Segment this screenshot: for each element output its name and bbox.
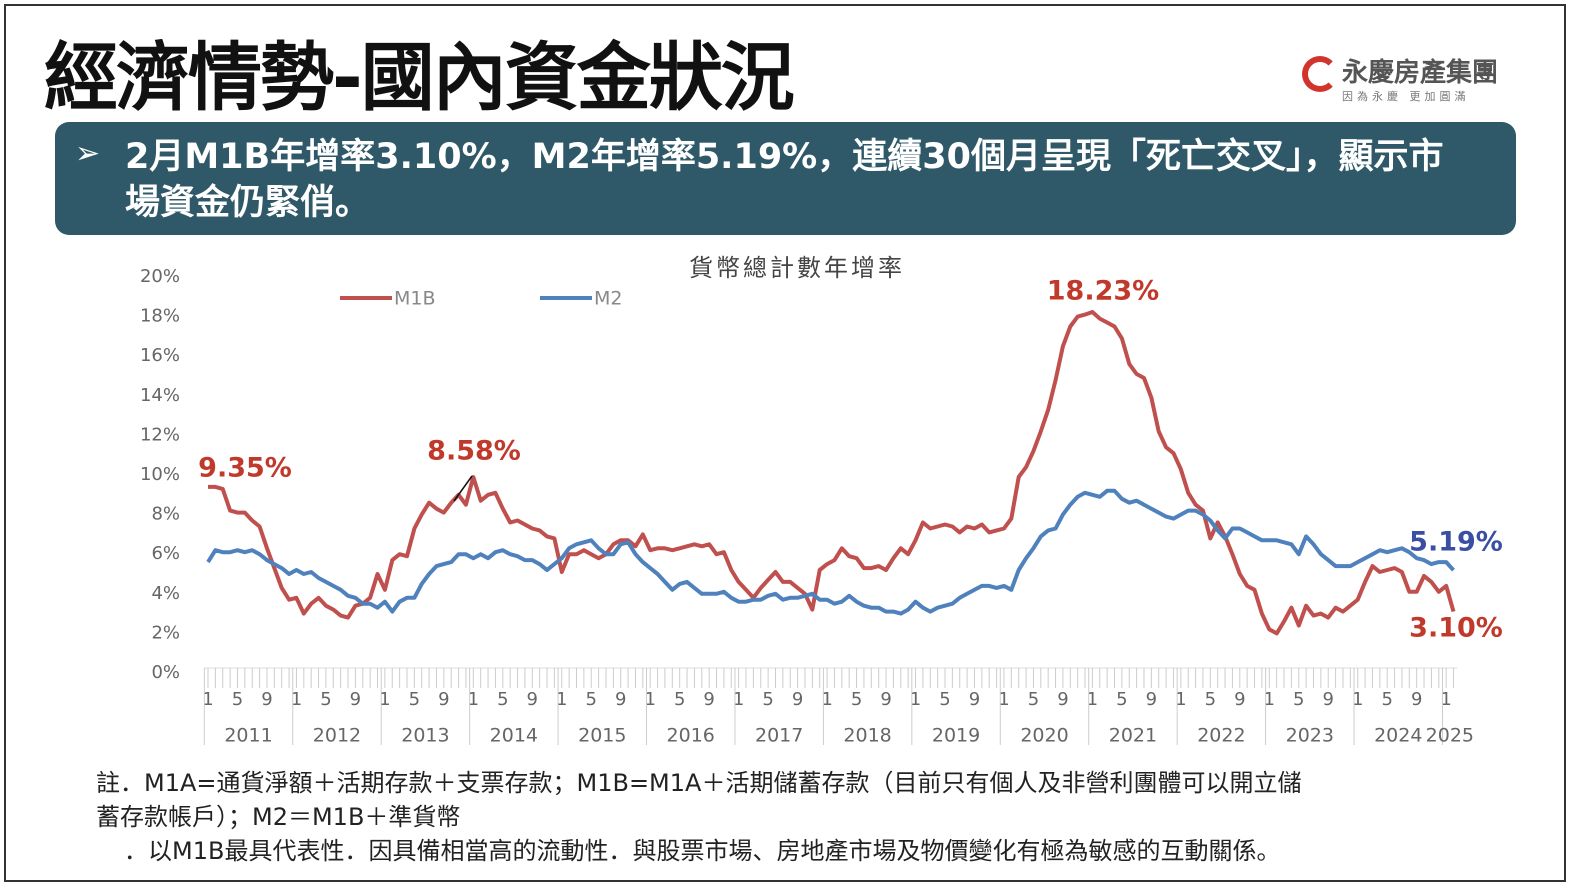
- x-tick-label: 5: [586, 689, 597, 710]
- x-tick-label: 5: [320, 689, 331, 710]
- x-tick-label: 9: [969, 689, 980, 710]
- x-tick-label: 1: [733, 689, 744, 710]
- y-tick-label: 12%: [140, 424, 180, 445]
- slide-frame: [4, 4, 1566, 882]
- x-tick-label: 5: [1205, 689, 1216, 710]
- annotation: 5.19%: [1409, 527, 1503, 558]
- x-tick-label: 5: [1028, 689, 1039, 710]
- note-line: 蓄存款帳戶）；M2＝M1B＋準貨幣: [96, 803, 461, 831]
- chart-title: 貨幣總計數年增率: [689, 254, 905, 282]
- year-label: 2016: [667, 725, 715, 747]
- x-tick-label: 5: [409, 689, 420, 710]
- x-tick-label: 5: [1116, 689, 1127, 710]
- annotation: 8.58%: [427, 436, 521, 467]
- x-tick-label: 9: [1146, 689, 1157, 710]
- year-label: 2013: [401, 725, 449, 747]
- annotation: 18.23%: [1047, 276, 1159, 307]
- annotation: 9.35%: [198, 453, 292, 484]
- y-tick-label: 6%: [151, 543, 180, 564]
- logo-tagline: 因為永慶 更加圓滿: [1342, 90, 1470, 103]
- x-tick-label: 9: [1057, 689, 1068, 710]
- x-tick-label: 5: [1381, 689, 1392, 710]
- x-tick-label: 5: [939, 689, 950, 710]
- x-tick-label: 1: [1440, 689, 1451, 710]
- y-tick-label: 4%: [151, 583, 180, 604]
- year-label: 2012: [313, 725, 361, 747]
- logo-icon: [1302, 56, 1338, 92]
- series-line: [206, 488, 1455, 616]
- y-tick-label: 18%: [140, 306, 180, 327]
- x-tick-label: 9: [1323, 689, 1334, 710]
- y-tick-label: 10%: [140, 464, 180, 485]
- x-tick-label: 1: [202, 689, 213, 710]
- y-tick-label: 14%: [140, 385, 180, 406]
- x-tick-label: 1: [1175, 689, 1186, 710]
- year-label: 2018: [843, 725, 891, 747]
- x-tick-label: 9: [792, 689, 803, 710]
- year-label: 2021: [1109, 725, 1157, 747]
- x-tick-label: 1: [821, 689, 832, 710]
- y-tick-label: 0%: [151, 662, 180, 683]
- x-tick-label: 9: [527, 689, 538, 710]
- x-tick-label: 5: [1293, 689, 1304, 710]
- x-tick-label: 5: [232, 689, 243, 710]
- series-line: [208, 310, 1456, 636]
- x-tick-label: 1: [998, 689, 1009, 710]
- year-label: 2025: [1426, 725, 1474, 747]
- bullet: ➢: [75, 136, 101, 171]
- annotation-leader: [453, 475, 473, 502]
- x-tick-label: 1: [379, 689, 390, 710]
- x-tick-label: 9: [703, 689, 714, 710]
- x-tick-label: 1: [644, 689, 655, 710]
- year-label: 2022: [1197, 725, 1245, 747]
- x-tick-label: 9: [350, 689, 361, 710]
- legend-label: M1B: [394, 288, 436, 310]
- x-tick-label: 9: [615, 689, 626, 710]
- x-tick-label: 1: [291, 689, 302, 710]
- year-label: 2023: [1286, 725, 1334, 747]
- x-tick-label: 9: [438, 689, 449, 710]
- x-tick-label: 9: [1411, 689, 1422, 710]
- year-label: 2011: [224, 725, 272, 747]
- x-tick-label: 9: [261, 689, 272, 710]
- year-label: 2017: [755, 725, 803, 747]
- logo: 永慶房產集團 因為永慶 更加圓滿: [1298, 50, 1518, 103]
- logo-name: 永慶房產集團: [1342, 58, 1499, 88]
- x-tick-label: 9: [880, 689, 891, 710]
- x-tick-label: 1: [468, 689, 479, 710]
- x-tick-label: 1: [556, 689, 567, 710]
- x-tick-label: 1: [1352, 689, 1363, 710]
- note-line: 註．M1A=通貨淨額＋活期存款＋支票存款；M1B=M1A＋活期儲蓄存款（目前只有…: [96, 769, 1302, 797]
- year-label: 2019: [932, 725, 980, 747]
- x-tick-label: 5: [497, 689, 508, 710]
- x-tick-label: 9: [1234, 689, 1245, 710]
- banner-text: 2月M1B年增率3.10%，M2年增率5.19%，連續30個月呈現「死亡交叉」，…: [125, 137, 1444, 223]
- y-tick-label: 20%: [140, 266, 180, 287]
- x-tick-label: 5: [762, 689, 773, 710]
- year-label: 2014: [490, 725, 538, 747]
- annotation: 3.10%: [1409, 613, 1503, 644]
- notes: 註．M1A=通貨淨額＋活期存款＋支票存款；M1B=M1A＋活期儲蓄存款（目前只有…: [96, 766, 1516, 868]
- legend-label: M2: [594, 288, 622, 310]
- banner: ➢ 2月M1B年增率3.10%，M2年增率5.19%，連續30個月呈現「死亡交叉…: [55, 122, 1516, 235]
- y-tick-label: 8%: [151, 504, 180, 525]
- x-tick-label: 5: [851, 689, 862, 710]
- y-tick-label: 16%: [140, 345, 180, 366]
- year-label: 2020: [1020, 725, 1068, 747]
- slide-title: 經濟情勢-國內資金狀況: [44, 35, 795, 121]
- x-tick-label: 1: [1087, 689, 1098, 710]
- year-label: 2024: [1374, 725, 1422, 747]
- x-tick-label: 5: [674, 689, 685, 710]
- year-label: 2015: [578, 725, 626, 747]
- x-tick-label: 1: [910, 689, 921, 710]
- x-tick-label: 1: [1264, 689, 1275, 710]
- note-line: ．以M1B最具代表性．因具備相當高的流動性．與股票市場、房地產市場及物價變化有極…: [124, 837, 1281, 865]
- y-tick-label: 2%: [151, 622, 180, 643]
